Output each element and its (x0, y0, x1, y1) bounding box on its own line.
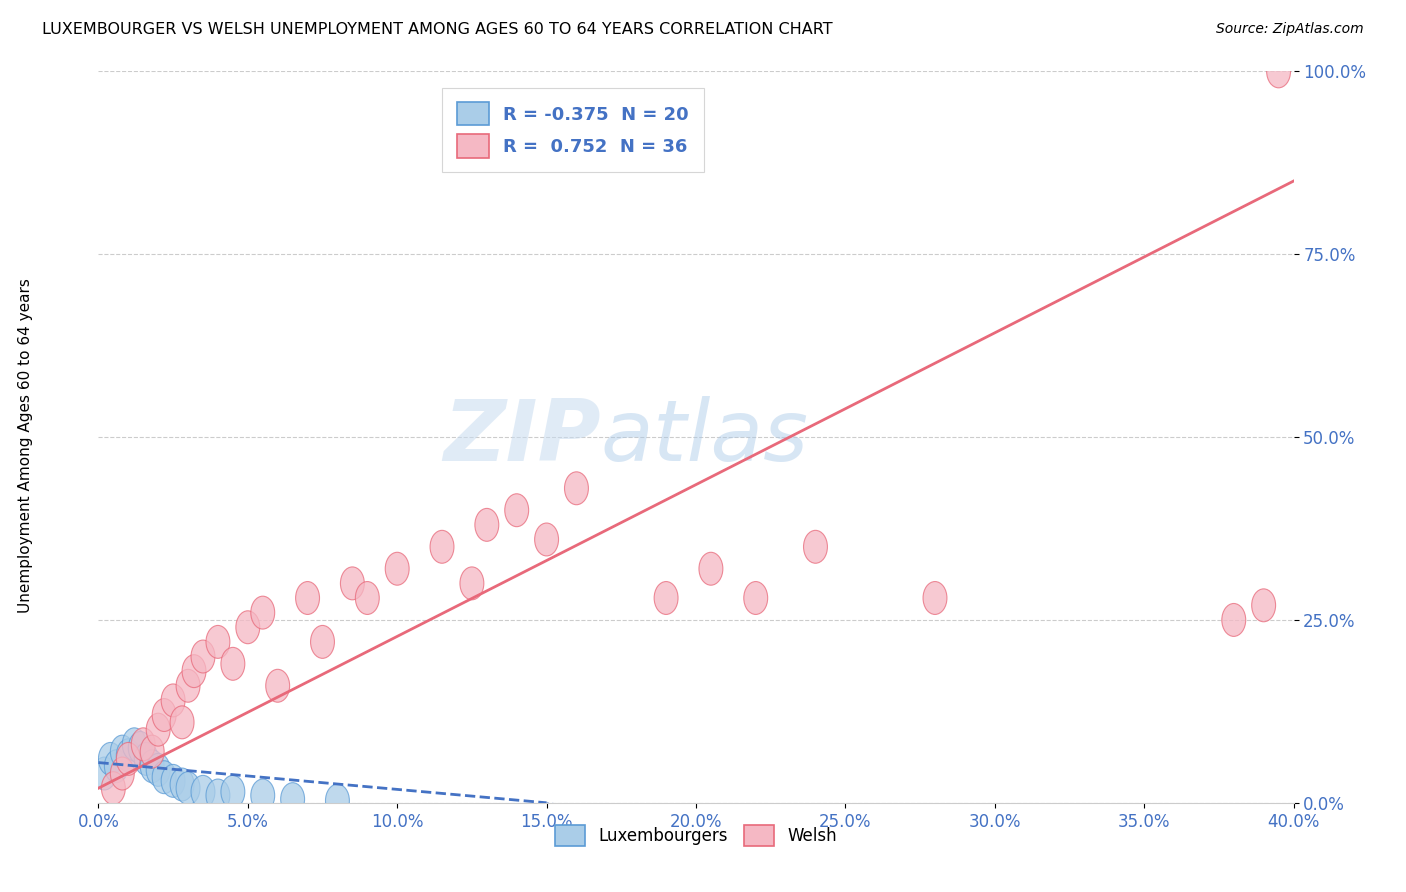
Ellipse shape (236, 611, 260, 644)
Ellipse shape (93, 757, 117, 790)
Ellipse shape (804, 531, 828, 563)
Ellipse shape (101, 772, 125, 805)
Ellipse shape (505, 494, 529, 526)
Ellipse shape (475, 508, 499, 541)
Ellipse shape (176, 772, 200, 805)
Ellipse shape (152, 761, 176, 794)
Ellipse shape (565, 472, 589, 505)
Ellipse shape (326, 784, 350, 817)
Ellipse shape (104, 750, 128, 782)
Ellipse shape (135, 742, 159, 775)
Ellipse shape (191, 640, 215, 673)
Ellipse shape (170, 768, 194, 801)
Ellipse shape (207, 625, 231, 658)
Ellipse shape (266, 669, 290, 702)
Ellipse shape (162, 764, 186, 797)
Ellipse shape (699, 552, 723, 585)
Ellipse shape (311, 625, 335, 658)
Ellipse shape (162, 684, 186, 717)
Ellipse shape (295, 582, 319, 615)
Ellipse shape (207, 779, 231, 812)
Ellipse shape (141, 750, 165, 782)
Ellipse shape (460, 567, 484, 599)
Text: atlas: atlas (600, 395, 808, 479)
Text: ZIP: ZIP (443, 395, 600, 479)
Ellipse shape (191, 775, 215, 808)
Ellipse shape (221, 648, 245, 681)
Text: Source: ZipAtlas.com: Source: ZipAtlas.com (1216, 22, 1364, 37)
Ellipse shape (744, 582, 768, 615)
Ellipse shape (1222, 604, 1246, 636)
Ellipse shape (385, 552, 409, 585)
Text: Unemployment Among Ages 60 to 64 years: Unemployment Among Ages 60 to 64 years (18, 278, 32, 614)
Ellipse shape (356, 582, 380, 615)
Ellipse shape (534, 523, 558, 556)
Ellipse shape (430, 531, 454, 563)
Ellipse shape (1267, 55, 1291, 87)
Ellipse shape (122, 728, 146, 761)
Ellipse shape (1251, 589, 1275, 622)
Ellipse shape (98, 742, 122, 775)
Ellipse shape (183, 655, 207, 688)
Ellipse shape (924, 582, 948, 615)
Ellipse shape (281, 782, 305, 815)
Legend: Luxembourgers, Welsh: Luxembourgers, Welsh (548, 818, 844, 853)
Ellipse shape (141, 735, 165, 768)
Ellipse shape (111, 757, 135, 790)
Ellipse shape (131, 728, 155, 761)
Ellipse shape (128, 731, 152, 764)
Ellipse shape (152, 698, 176, 731)
Ellipse shape (654, 582, 678, 615)
Ellipse shape (146, 714, 170, 746)
Ellipse shape (170, 706, 194, 739)
Ellipse shape (117, 739, 141, 772)
Ellipse shape (340, 567, 364, 599)
Ellipse shape (250, 779, 274, 812)
Ellipse shape (146, 754, 170, 787)
Ellipse shape (117, 742, 141, 775)
Ellipse shape (176, 669, 200, 702)
Text: LUXEMBOURGER VS WELSH UNEMPLOYMENT AMONG AGES 60 TO 64 YEARS CORRELATION CHART: LUXEMBOURGER VS WELSH UNEMPLOYMENT AMONG… (42, 22, 832, 37)
Ellipse shape (111, 735, 135, 768)
Ellipse shape (221, 775, 245, 808)
Ellipse shape (250, 596, 274, 629)
